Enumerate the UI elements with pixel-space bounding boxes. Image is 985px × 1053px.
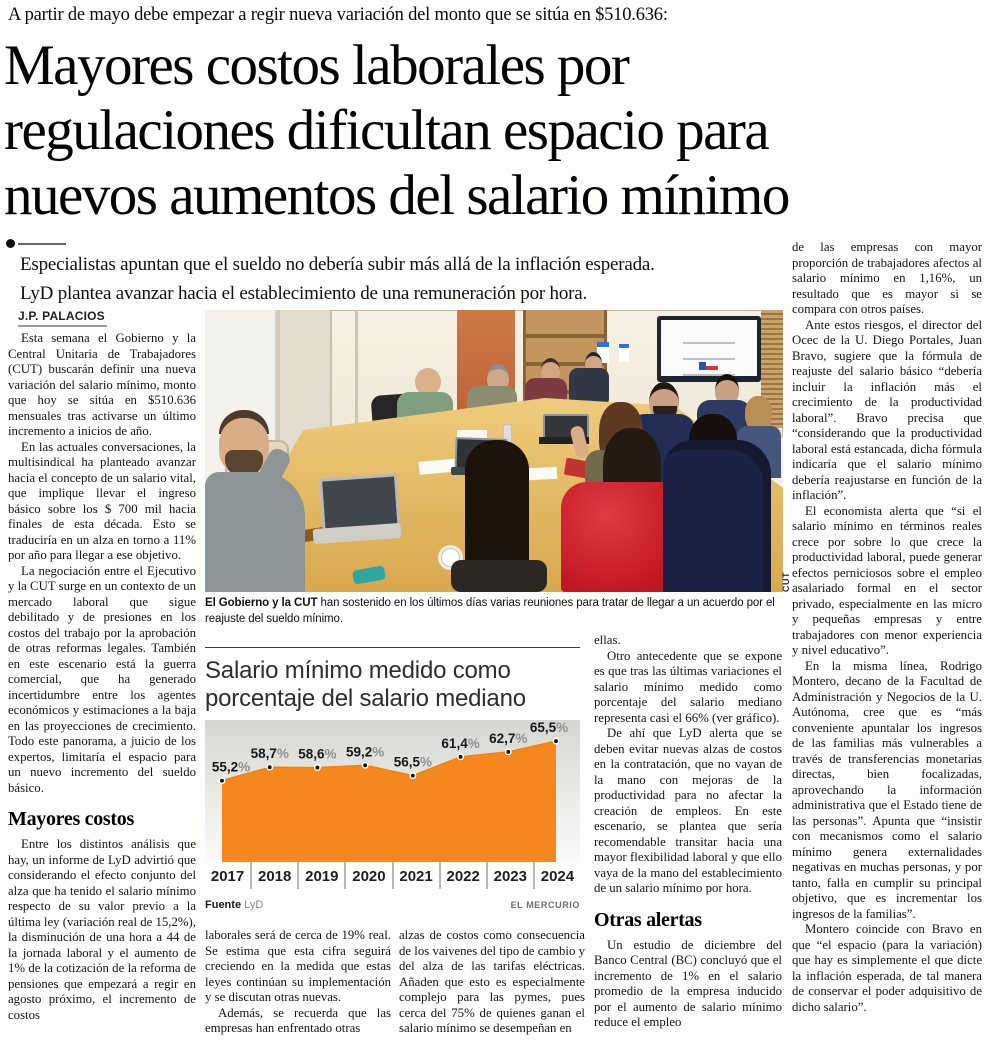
paragraph: Esta semana el Gobierno y la Central Uni… [8,331,196,438]
paper-sheet-3 [457,430,487,439]
deck-rule [18,243,66,245]
x-tick-label: 2024 [532,862,580,889]
photo-caption: El Gobierno y la CUT han sostenido en lo… [205,596,783,627]
series-line [221,740,557,782]
paragraph: Un estudio de diciembre del Banco Centra… [594,937,782,1030]
data-point [504,748,512,756]
column-2: laborales será de cerca de 19% real. Se … [205,928,391,1037]
byline: J.P. PALACIOS [18,309,107,327]
photo-wall-frame-line [355,310,358,470]
photo-person-fluffycoat [663,440,771,592]
x-tick-label: 2020 [344,862,391,889]
chart-source: Fuente LyD [205,899,263,911]
paragraph: En las actuales conversaciones, la multi… [8,439,196,563]
deck: Especialistas apuntan que el sueldo no d… [20,250,655,308]
paragraph: Ante estos riesgos, el director del Ocec… [792,317,982,503]
data-label: 61,4% [441,736,479,751]
paragraph: Entre los distintos análisis que hay, un… [8,837,196,1022]
meeting-photo [205,310,783,592]
data-label: 65,5% [530,720,568,735]
photo-person-centergirl [451,560,547,592]
photo-person-green-head [415,368,441,396]
x-tick-label: 2018 [250,862,297,889]
paragraph: ellas. [594,633,621,647]
data-label: 55,2% [212,760,250,775]
laptop-far-base [539,437,589,444]
paragraph: La negociación entre el Ejecutivo y la C… [8,563,196,795]
chart-title-line-2: porcentaje del salario mediano [205,685,526,712]
deck-line-2: LyD plantea avanzar hacia el establecimi… [20,283,588,304]
caption-text: han sostenido en los últimos días varias… [205,597,775,625]
deck-bullet [6,239,15,248]
minimum-wage-chart-svg: 55,2%58,7% 58,6% 59,2% 56,5% 61,4% 62,7%65,5% [212,720,568,862]
paragraph: laborales será de cerca de 19% real. Se … [205,928,391,1004]
tv-logo-flag-red [706,366,718,370]
column-3: alzas de costos como consecuencia de los… [399,928,585,1037]
paragraph: Montero coincide con Bravo en que “el es… [792,922,982,1014]
caption-lead: El Gobierno y la CUT [205,597,318,609]
chart-top-rule [205,647,580,648]
photo-person-darkred-head [541,358,560,384]
tv-logo-flag-blue [699,362,706,370]
headline-line-2: regulaciones dificultan espacio para [4,99,770,162]
x-tick-label: 2023 [485,862,533,889]
data-point [266,763,274,771]
chart-title: Salario mínimo medido como porcentaje de… [205,657,580,713]
column-5: de las empresas con mayor proporción de … [792,240,982,1015]
photo-person-leftman-beard [225,450,263,476]
headline-line-3: nuevos aumentos del salario mínimo [4,164,790,227]
data-point [218,777,226,785]
chart-credit: EL MERCURIO [510,900,580,910]
minimum-wage-chart: Salario mínimo medido como porcentaje de… [205,657,580,923]
x-tick-label: 2019 [297,862,344,889]
chart-plot-area: 55,2% 58,7% 58,6% 59,2% 56,5% 61,4% 62,7% 65,5% [205,720,580,862]
paragraph: Además, se recuerda que las empresas han… [205,1005,391,1036]
x-tick-label: 2021 [391,862,439,889]
paragraph: El economista alerta que “si el salario … [792,503,982,658]
column-1: Esta semana el Gobierno y la Central Uni… [8,331,196,1023]
x-tick-label: 2022 [438,862,486,889]
data-label: 58,6% [298,747,336,762]
data-label: 56,5% [394,755,432,770]
photo-person-leftman [205,472,305,592]
headline-line-1: Mayores costos laborales por [4,34,630,97]
section-heading-mayores-costos: Mayores costos [8,808,134,830]
section-heading-otras-alertas: Otras alertas [594,908,702,931]
chart-source-row: Fuente LyD EL MERCURIO [205,899,580,911]
photo-credit: CUT [781,572,791,592]
column-4: ellas. Otro antecedente que se expone es… [594,633,782,1031]
headline: Mayores costos laborales por regulacione… [4,33,982,228]
data-label: 59,2% [346,744,384,759]
chart-x-axis: 2017 2018 2019 2020 2021 2022 2023 2024 [205,862,580,889]
data-label: 58,7% [251,746,289,761]
area-series [222,741,556,862]
paragraph: En la misma línea, Rodrigo Montero, deca… [792,658,982,921]
chart-source-name: LyD [244,899,264,911]
data-point [552,737,560,745]
paragraph: alzas de costos como consecuencia de los… [399,928,585,1035]
x-tick-label: 2017 [210,868,245,885]
paragraph: De ahí que LyD alerta que se deben evita… [594,726,782,895]
paragraph: Otro antecedente que se expone es que tr… [594,648,782,725]
data-point [313,764,321,772]
photo-wall-sign-2 [619,344,629,362]
data-point [409,772,417,780]
chart-source-label: Fuente [205,899,242,911]
kicker: A partir de mayo debe empezar a regir nu… [8,5,668,25]
paragraph: de las empresas con mayor proporción de … [792,240,982,316]
data-point [457,753,465,761]
data-point [361,761,369,769]
chart-title-line-1: Salario mínimo medido como [205,657,511,684]
deck-line-1: Especialistas apuntan que el sueldo no d… [20,254,655,275]
data-label: 62,7% [489,731,527,746]
